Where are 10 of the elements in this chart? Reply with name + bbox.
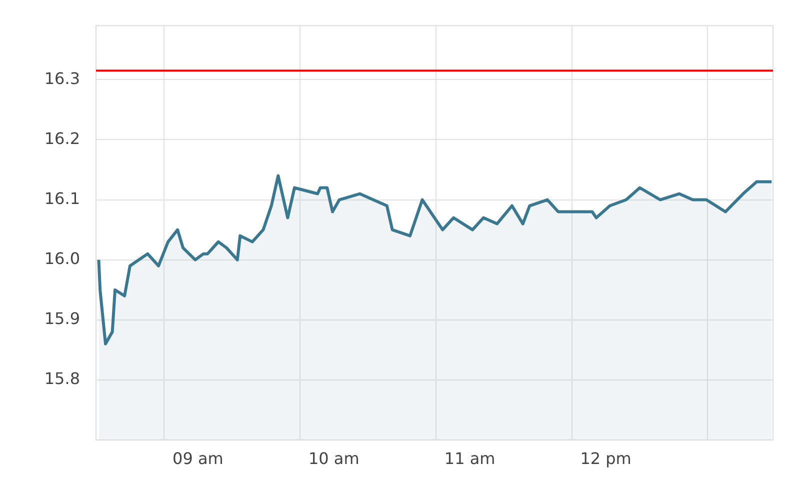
x-tick-label: 11 am (444, 448, 496, 468)
y-tick-label: 15.9 (44, 309, 80, 328)
y-tick-label: 15.8 (44, 369, 80, 388)
y-tick-label: 16.0 (44, 248, 80, 268)
x-tick-label: 09 am (172, 448, 224, 468)
y-tick-label: 16.1 (44, 188, 80, 208)
x-tick-label: 12 pm (580, 448, 632, 468)
y-tick-label: 16.3 (44, 68, 80, 88)
y-tick-label: 16.2 (44, 128, 80, 148)
x-tick-label: 10 am (308, 448, 360, 468)
